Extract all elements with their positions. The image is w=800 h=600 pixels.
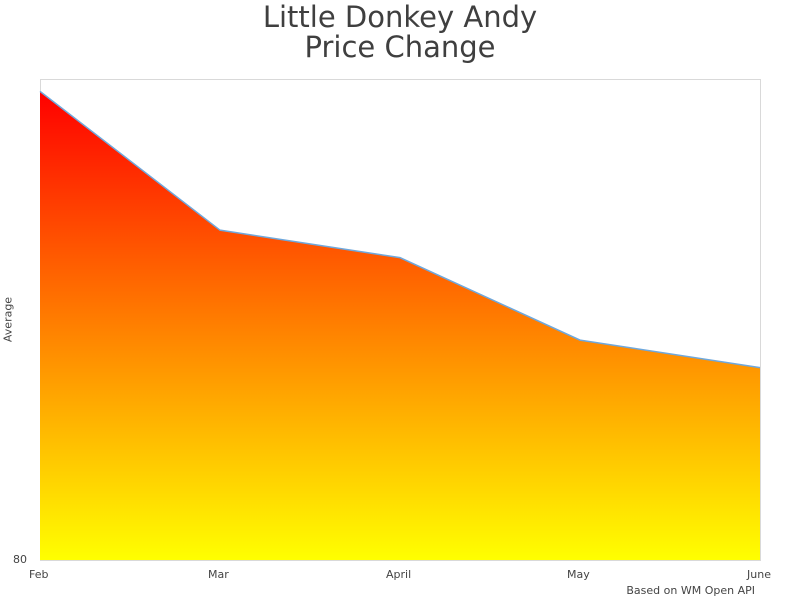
chart-title-line-2: Price Change (304, 30, 496, 64)
x-tick-label: Mar (208, 568, 229, 581)
area-line (39, 90, 761, 369)
x-tick-label: April (386, 568, 412, 581)
y-axis-label: Average (1, 296, 15, 343)
credit-text: Based on WM Open API (626, 584, 755, 597)
y-tick-label: 80 (13, 553, 27, 566)
area-fill (40, 91, 760, 561)
x-tick-label: Feb (29, 568, 49, 581)
x-tick-label: May (567, 568, 590, 581)
chart-title-line-1: Little Donkey Andy (262, 0, 538, 34)
x-tick-label: June (747, 568, 771, 581)
chart-title: Little Donkey Andy Price Change (0, 2, 800, 62)
